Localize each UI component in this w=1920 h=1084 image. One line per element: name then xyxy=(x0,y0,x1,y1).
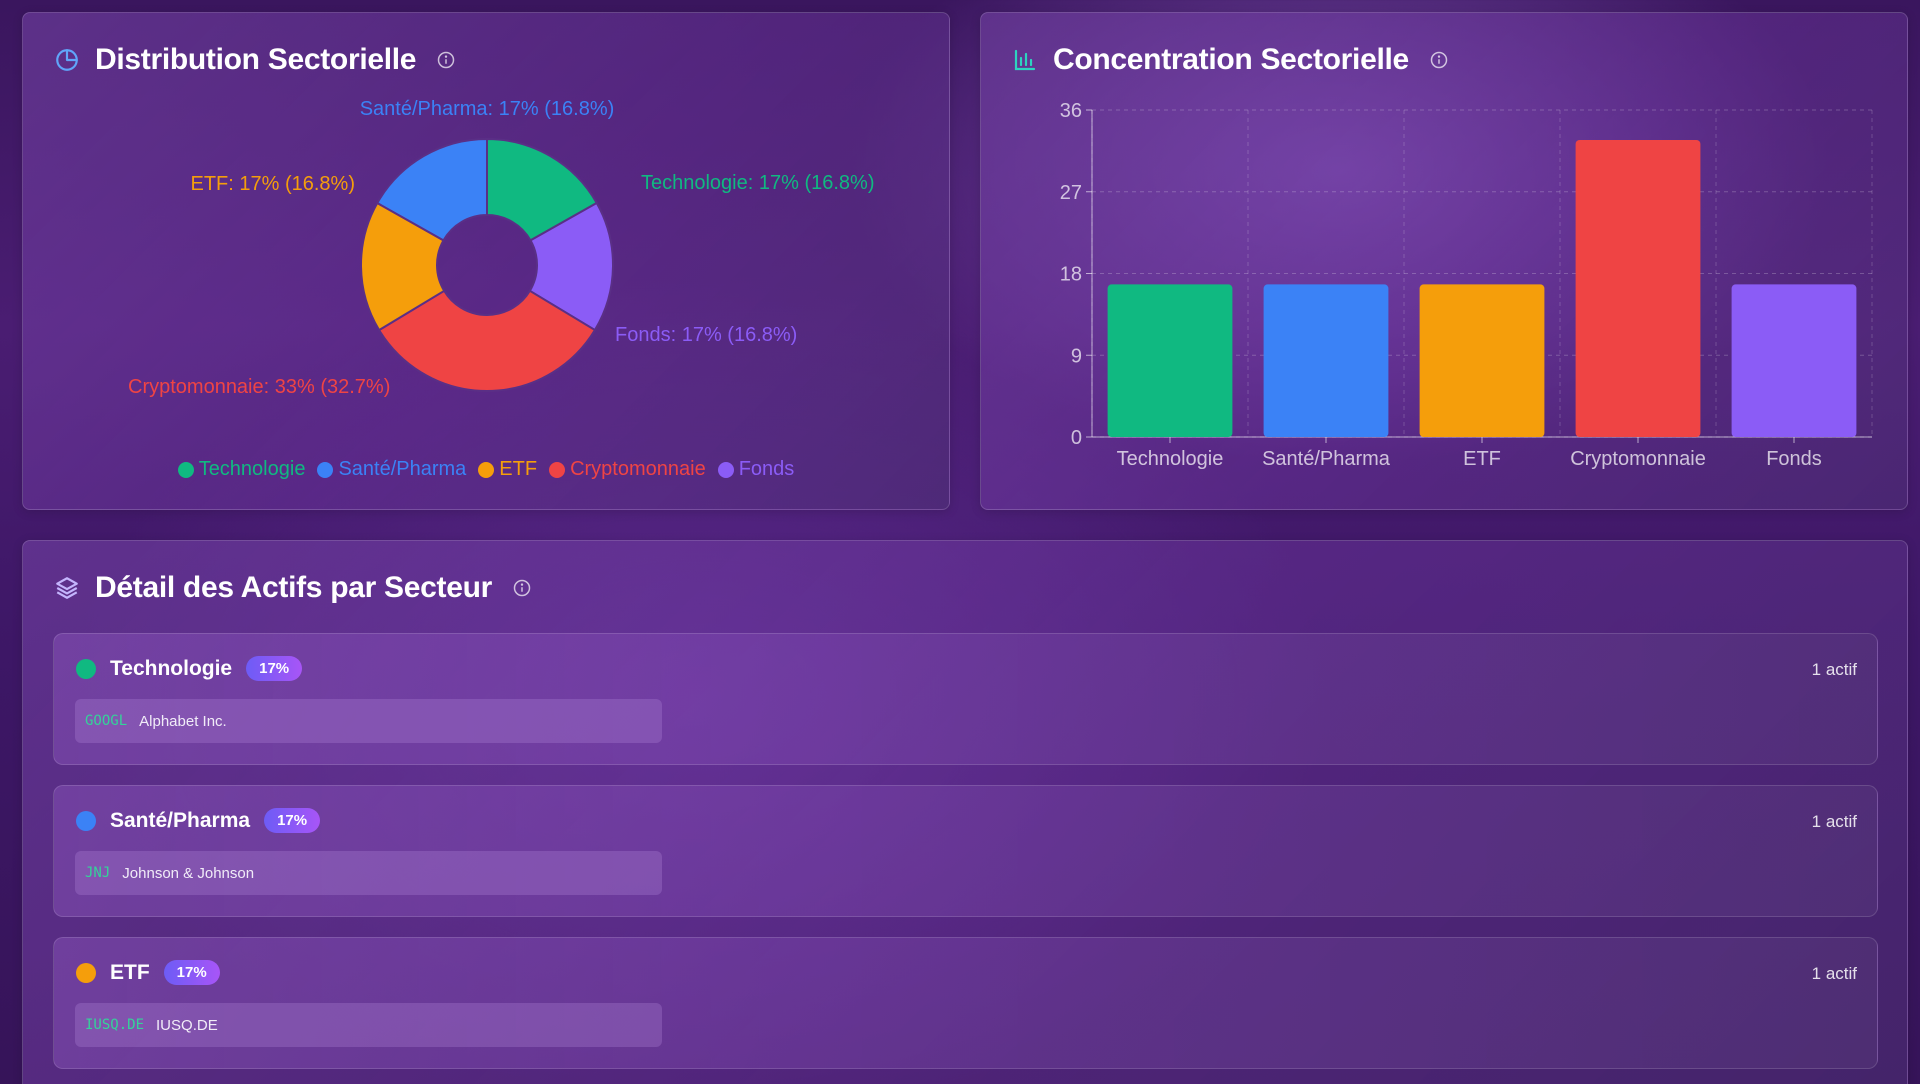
sector-name: Santé/Pharma xyxy=(110,808,251,832)
legend-dot xyxy=(177,461,194,478)
legend-item-technologie[interactable]: Technologie xyxy=(177,458,306,481)
info-icon[interactable] xyxy=(512,578,532,598)
bar-chart-icon xyxy=(1011,46,1039,74)
asset-chip[interactable]: IUSQ.DE IUSQ.DE xyxy=(75,1003,662,1047)
legend-item-sante-pharma[interactable]: Santé/Pharma xyxy=(317,458,466,481)
sector-color-dot xyxy=(76,962,96,983)
pie-slice-label: Cryptomonnaie: 33% (32.7%) xyxy=(128,376,390,398)
x-tick-label: Technologie xyxy=(1117,448,1224,470)
asset-name: IUSQ.DE xyxy=(156,1016,218,1034)
pie-slice-label: ETF: 17% (16.8%) xyxy=(190,173,355,195)
pie-slice-fonds[interactable] xyxy=(528,201,614,332)
legend-label: ETF xyxy=(499,458,538,480)
layers-icon xyxy=(53,574,81,602)
donut-chart: Technologie: 17% (16.8%) Fonds: 17% (16.8… xyxy=(128,98,874,398)
sector-header: Santé/Pharma 17% xyxy=(76,808,321,833)
distribution-header: Distribution Sectorielle xyxy=(53,43,456,77)
legend-dot xyxy=(317,461,334,478)
asset-chip[interactable]: JNJ Johnson & Johnson xyxy=(75,851,662,895)
concentration-title: Concentration Sectorielle xyxy=(1053,43,1409,76)
sector-percent-badge: 17% xyxy=(246,656,303,681)
legend-item-fonds[interactable]: Fonds xyxy=(717,458,795,481)
pie-slice-label: Technologie: 17% (16.8%) xyxy=(641,172,874,194)
sector-row-technologie[interactable]: Technologie 17% 1 actif GOOGL Alphabet I… xyxy=(53,633,1878,765)
asset-ticker: IUSQ.DE xyxy=(85,1017,145,1033)
bar-cryptomonnaie[interactable] xyxy=(1575,139,1701,437)
distribution-title: Distribution Sectorielle xyxy=(95,43,417,76)
bar-technologie[interactable] xyxy=(1107,284,1233,437)
legend-label: Santé/Pharma xyxy=(338,458,467,480)
sector-color-dot xyxy=(76,658,96,679)
y-tick-label: 27 xyxy=(1060,182,1082,204)
sector-name: ETF xyxy=(110,960,150,984)
legend-item-cryptomonnaie[interactable]: Cryptomonnaie xyxy=(549,458,706,481)
pie-slice-cryptomonnaie[interactable] xyxy=(377,289,597,392)
legend-dot xyxy=(478,461,495,478)
x-tick-label: Fonds xyxy=(1766,448,1822,470)
bar-etf[interactable] xyxy=(1419,284,1545,437)
x-tick-label: Santé/Pharma xyxy=(1262,448,1391,470)
pie-slice-etf[interactable] xyxy=(360,201,446,332)
y-tick-label: 36 xyxy=(1060,100,1082,122)
pie-slice-technologie[interactable] xyxy=(486,137,599,242)
asset-name: Johnson & Johnson xyxy=(122,864,255,882)
bar-fonds[interactable] xyxy=(1731,284,1857,437)
legend-label: Fonds xyxy=(738,458,795,480)
legend-dot xyxy=(549,461,566,478)
sector-color-dot xyxy=(76,810,96,831)
x-tick-label: ETF xyxy=(1463,448,1501,470)
distribution-card: Distribution Sectorielle Technologie: 17… xyxy=(22,12,950,510)
chart-legend: Technologie Santé/Pharma ETF Cryptomonna… xyxy=(23,458,949,481)
detail-header: Détail des Actifs par Secteur xyxy=(53,571,532,605)
legend-dot xyxy=(717,461,734,478)
bar-sant-pharma[interactable] xyxy=(1263,284,1389,437)
asset-ticker: JNJ xyxy=(85,865,111,881)
sector-percent-badge: 17% xyxy=(163,960,220,985)
sector-header: Technologie 17% xyxy=(76,656,303,681)
concentration-header: Concentration Sectorielle xyxy=(1011,43,1449,77)
sector-asset-count: 1 actif xyxy=(1811,660,1857,679)
pie-slice-sant-pharma[interactable] xyxy=(375,137,488,242)
y-tick-label: 9 xyxy=(1071,345,1082,367)
pie-slice-label: Fonds: 17% (16.8%) xyxy=(615,324,797,346)
bar-chart: 0 9 18 27 36 Technologie Santé/Pharma ETF Crypto… xyxy=(1060,100,1873,470)
concentration-card: Concentration Sectorielle 0 9 18 27 36 Techno… xyxy=(980,12,1908,510)
legend-label: Cryptomonnaie xyxy=(570,458,706,480)
pie-chart-icon xyxy=(53,46,81,74)
sector-asset-count: 1 actif xyxy=(1811,964,1857,983)
sector-header: ETF 17% xyxy=(76,960,220,985)
y-tick-label: 0 xyxy=(1071,427,1082,449)
sector-name: Technologie xyxy=(110,656,233,680)
detail-card: Détail des Actifs par Secteur Technologi… xyxy=(22,540,1908,1084)
legend-item-etf[interactable]: ETF xyxy=(478,458,537,481)
asset-chip[interactable]: GOOGL Alphabet Inc. xyxy=(75,699,662,743)
sector-asset-count: 1 actif xyxy=(1811,812,1857,831)
legend-label: Technologie xyxy=(198,458,306,480)
sector-row-etf[interactable]: ETF 17% 1 actif IUSQ.DE IUSQ.DE xyxy=(53,937,1878,1069)
pie-slice-label: Santé/Pharma: 17% (16.8%) xyxy=(360,98,615,120)
info-icon[interactable] xyxy=(436,50,456,70)
y-tick-label: 18 xyxy=(1060,264,1082,286)
asset-ticker: GOOGL xyxy=(85,713,128,729)
info-icon[interactable] xyxy=(1429,50,1449,70)
sector-row-sante-pharma[interactable]: Santé/Pharma 17% 1 actif JNJ Johnson & J… xyxy=(53,785,1878,917)
asset-name: Alphabet Inc. xyxy=(139,712,227,730)
detail-title: Détail des Actifs par Secteur xyxy=(95,571,493,604)
sector-percent-badge: 17% xyxy=(264,808,321,833)
x-tick-label: Cryptomonnaie xyxy=(1570,448,1706,470)
